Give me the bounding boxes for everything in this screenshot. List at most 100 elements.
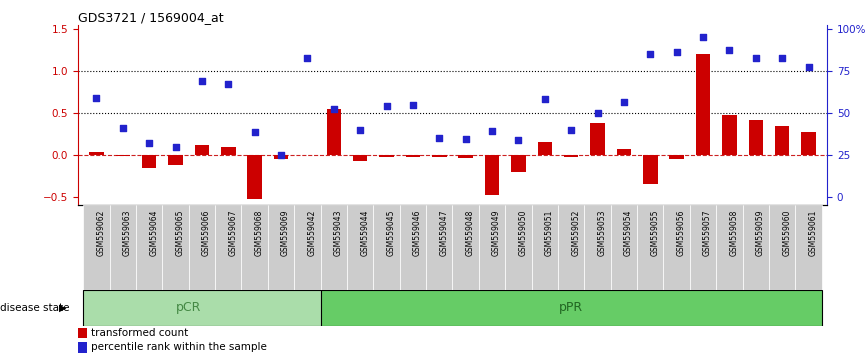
Point bbox=[591, 110, 604, 116]
Text: percentile rank within the sample: percentile rank within the sample bbox=[91, 342, 267, 352]
Text: GSM559049: GSM559049 bbox=[492, 210, 501, 256]
Bar bbox=[505, 205, 532, 290]
Bar bbox=[795, 205, 822, 290]
Bar bbox=[142, 155, 157, 167]
Bar bbox=[637, 205, 663, 290]
Point bbox=[89, 95, 103, 101]
Bar bbox=[162, 205, 189, 290]
Text: pCR: pCR bbox=[176, 302, 202, 314]
Bar bbox=[89, 152, 104, 155]
Point bbox=[326, 106, 340, 112]
Point bbox=[432, 135, 446, 141]
Bar bbox=[215, 205, 242, 290]
Point bbox=[512, 137, 526, 143]
Text: GSM559050: GSM559050 bbox=[519, 210, 527, 256]
Bar bbox=[353, 155, 367, 161]
Text: GSM559045: GSM559045 bbox=[386, 210, 396, 256]
Point bbox=[116, 125, 130, 131]
Text: GSM559060: GSM559060 bbox=[782, 210, 792, 256]
Point bbox=[406, 103, 420, 108]
Bar bbox=[722, 115, 737, 155]
Text: GSM559042: GSM559042 bbox=[307, 210, 316, 256]
Point bbox=[195, 78, 209, 84]
Bar bbox=[110, 205, 136, 290]
Point bbox=[301, 56, 314, 61]
Point bbox=[379, 103, 393, 109]
Bar bbox=[775, 126, 790, 155]
Text: disease state: disease state bbox=[0, 303, 69, 313]
Point bbox=[722, 47, 736, 53]
Text: GSM559048: GSM559048 bbox=[466, 210, 475, 256]
Point bbox=[459, 136, 473, 142]
Bar bbox=[452, 205, 479, 290]
Bar bbox=[373, 205, 400, 290]
Point bbox=[696, 35, 710, 40]
Text: GSM559054: GSM559054 bbox=[624, 210, 633, 256]
Bar bbox=[195, 145, 210, 155]
Text: GSM559061: GSM559061 bbox=[809, 210, 818, 256]
Text: GSM559066: GSM559066 bbox=[202, 210, 211, 256]
Bar bbox=[426, 205, 452, 290]
Text: GSM559065: GSM559065 bbox=[176, 210, 184, 256]
Point bbox=[565, 127, 578, 133]
Bar bbox=[221, 147, 236, 155]
Point bbox=[485, 129, 499, 134]
Point bbox=[353, 127, 367, 133]
Text: GSM559053: GSM559053 bbox=[598, 210, 606, 256]
Text: GSM559058: GSM559058 bbox=[729, 210, 739, 256]
Point bbox=[248, 130, 262, 135]
Bar bbox=[769, 205, 795, 290]
Bar bbox=[458, 155, 473, 158]
Bar bbox=[400, 205, 426, 290]
Text: GSM559067: GSM559067 bbox=[229, 210, 237, 256]
Text: GSM559057: GSM559057 bbox=[703, 210, 712, 256]
Point bbox=[749, 56, 763, 61]
Text: GSM559062: GSM559062 bbox=[96, 210, 106, 256]
Bar bbox=[538, 142, 552, 155]
Bar bbox=[558, 205, 585, 290]
Point bbox=[802, 64, 816, 70]
Bar bbox=[690, 205, 716, 290]
Text: GSM559056: GSM559056 bbox=[676, 210, 686, 256]
Text: GSM559043: GSM559043 bbox=[333, 210, 343, 256]
Text: GSM559063: GSM559063 bbox=[123, 210, 132, 256]
Bar bbox=[611, 205, 637, 290]
Text: GSM559047: GSM559047 bbox=[439, 210, 449, 256]
Text: GSM559052: GSM559052 bbox=[572, 210, 580, 256]
Bar bbox=[743, 205, 769, 290]
Bar bbox=[268, 205, 294, 290]
Bar bbox=[695, 54, 710, 155]
Bar bbox=[585, 205, 611, 290]
Text: ▶: ▶ bbox=[59, 303, 66, 313]
Bar bbox=[83, 290, 320, 326]
Point bbox=[169, 144, 183, 150]
Bar bbox=[716, 205, 743, 290]
Bar bbox=[663, 205, 690, 290]
Bar bbox=[511, 155, 526, 172]
Point bbox=[643, 51, 657, 57]
Bar bbox=[242, 205, 268, 290]
Bar bbox=[564, 155, 578, 158]
Bar bbox=[669, 155, 684, 159]
Point bbox=[222, 81, 236, 87]
Bar bbox=[326, 109, 341, 155]
Text: GSM559051: GSM559051 bbox=[545, 210, 553, 256]
Bar bbox=[801, 132, 816, 155]
Point bbox=[275, 152, 288, 158]
Point bbox=[142, 140, 156, 146]
Bar bbox=[136, 205, 162, 290]
Text: GDS3721 / 1569004_at: GDS3721 / 1569004_at bbox=[78, 11, 223, 24]
Bar bbox=[274, 155, 288, 159]
Bar bbox=[432, 155, 447, 156]
Bar bbox=[591, 123, 604, 155]
Text: GSM559044: GSM559044 bbox=[360, 210, 369, 256]
Text: transformed count: transformed count bbox=[91, 328, 188, 338]
Text: GSM559064: GSM559064 bbox=[149, 210, 158, 256]
Bar bbox=[78, 328, 87, 338]
Text: GSM559068: GSM559068 bbox=[255, 210, 263, 256]
Bar bbox=[479, 205, 505, 290]
Bar bbox=[115, 155, 130, 156]
Point bbox=[669, 50, 683, 55]
Text: GSM559059: GSM559059 bbox=[756, 210, 765, 256]
Bar bbox=[189, 205, 215, 290]
